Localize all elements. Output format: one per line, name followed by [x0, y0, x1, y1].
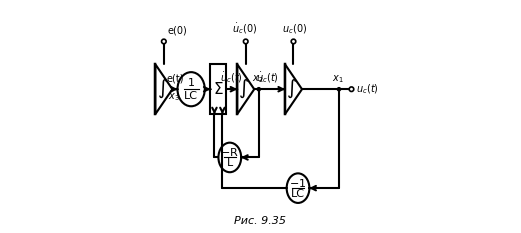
Text: $u_c(0)$: $u_c(0)$ [282, 22, 307, 36]
Circle shape [349, 87, 354, 92]
Text: $-$R: $-$R [220, 146, 239, 158]
Text: 1: 1 [188, 78, 195, 88]
Circle shape [338, 88, 341, 91]
Text: $\int$: $\int$ [239, 78, 250, 100]
Text: $\Sigma$: $\Sigma$ [213, 81, 224, 97]
Circle shape [162, 39, 166, 44]
Text: Рис. 9.35: Рис. 9.35 [234, 216, 287, 226]
Text: L: L [227, 158, 233, 168]
Text: $x_2$: $x_2$ [252, 73, 264, 85]
Bar [210, 64, 227, 114]
Text: LC: LC [184, 91, 198, 101]
Circle shape [243, 39, 248, 44]
Text: e(t): e(t) [166, 73, 184, 83]
Text: $\dot{u}_c(0)$: $\dot{u}_c(0)$ [232, 21, 257, 36]
Text: $x_3$: $x_3$ [168, 91, 179, 103]
Text: e(0): e(0) [167, 26, 187, 36]
Text: $\dot{u}_c(t)$: $\dot{u}_c(t)$ [256, 70, 279, 85]
Text: $-$1: $-$1 [289, 177, 307, 188]
Text: $u_c(t)$: $u_c(t)$ [355, 82, 378, 96]
Text: $\int$: $\int$ [157, 78, 168, 100]
Text: $x_1$: $x_1$ [332, 73, 344, 85]
Circle shape [291, 39, 296, 44]
Text: $\int$: $\int$ [286, 78, 297, 100]
Text: LC: LC [291, 189, 305, 199]
Circle shape [257, 88, 260, 91]
Text: $\ddot{u}_c(t)$: $\ddot{u}_c(t)$ [220, 70, 243, 85]
